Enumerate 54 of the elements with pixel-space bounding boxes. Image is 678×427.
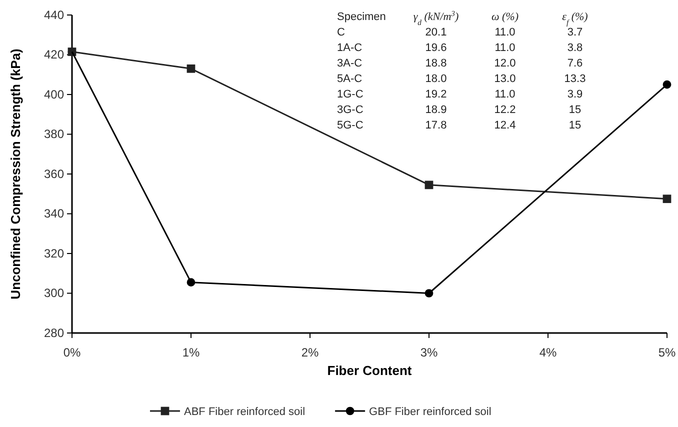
legend-label: ABF Fiber reinforced soil (184, 406, 306, 418)
y-tick-label: 380 (44, 127, 64, 142)
annotation: 20.1 (425, 26, 447, 38)
x-tick-label: 0% (63, 346, 81, 360)
annotation: 12.0 (494, 58, 516, 70)
y-tick-label: 400 (44, 87, 64, 102)
annotation: 1G-C (337, 88, 364, 100)
annotation: 13.3 (564, 73, 586, 85)
annotation: 18.9 (425, 104, 447, 116)
legend-label: GBF Fiber reinforced soil (369, 406, 492, 418)
annotation: 18.8 (425, 58, 447, 70)
annotation: 7.6 (567, 58, 583, 70)
y-tick-label: 440 (44, 8, 64, 22)
annotation: 3.8 (567, 42, 583, 54)
annotation: C (337, 26, 345, 38)
x-tick-label: 3% (420, 346, 438, 360)
annotation: 11.0 (494, 88, 516, 100)
y-tick-label: 300 (44, 286, 64, 300)
annotation: 11.0 (494, 26, 516, 38)
annotation: 3.9 (567, 88, 583, 100)
annotation: 5G-C (337, 120, 364, 132)
annotation: γ$_{d}$ (kN/m$^{3}$) (413, 8, 459, 26)
annotation: 13.0 (494, 73, 516, 85)
x-tick-label: 5% (658, 346, 676, 360)
y-tick-label: 420 (44, 48, 64, 62)
x-axis-title: Fiber Content (327, 363, 412, 378)
annotation: 17.8 (425, 120, 447, 132)
annotation: 15 (568, 104, 582, 116)
y-tick-label: 320 (44, 246, 64, 260)
annotation: 19.2 (425, 88, 447, 100)
annotation: ω (%) (491, 11, 519, 23)
annotation: 3G-C (337, 104, 364, 116)
annotation: Specimen (337, 11, 386, 23)
point (424, 180, 434, 190)
y-tick-label: 340 (44, 206, 64, 221)
x-tick-label: 1% (182, 346, 200, 360)
x-tick-label: 4% (539, 346, 557, 360)
annotation: 12.4 (494, 120, 516, 132)
annotation: 19.6 (425, 42, 447, 54)
annotation: 3.7 (567, 26, 583, 38)
annotation: 3A-C (337, 58, 362, 70)
annotation: 11.0 (494, 42, 516, 54)
annotation: 1A-C (337, 42, 362, 54)
point (662, 194, 672, 204)
x-tick-label: 2% (301, 346, 319, 360)
annotation: 12.2 (494, 104, 516, 116)
annotation: ε$_{f}$ (%) (562, 11, 588, 26)
y-tick-label: 360 (44, 166, 64, 181)
point (186, 64, 196, 73)
annotation: 5A-C (337, 73, 362, 85)
y-tick-label: 280 (44, 326, 64, 340)
y-axis-title: Unconfined Compression Strength (kPa) (8, 48, 23, 300)
annotation: 18.0 (425, 73, 447, 85)
annotation: 15 (568, 120, 582, 132)
